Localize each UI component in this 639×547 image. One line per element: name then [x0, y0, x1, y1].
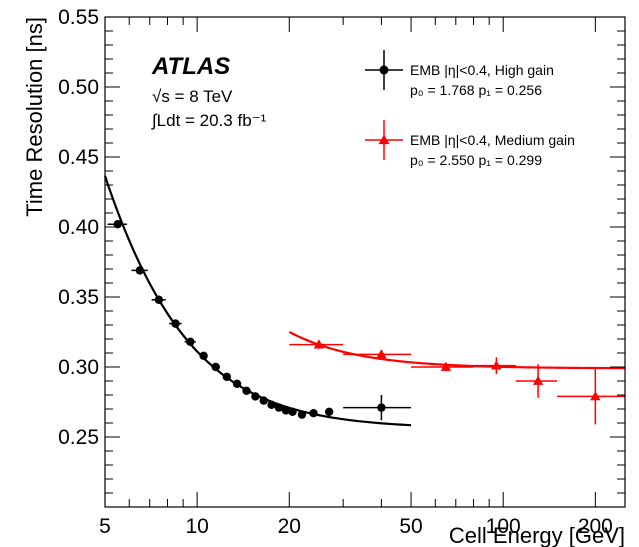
data-point-medium-gain	[557, 368, 625, 425]
legend-marker-symbol	[379, 65, 389, 75]
marker	[211, 362, 220, 372]
data-point-high-gain	[169, 319, 182, 328]
marker	[135, 266, 145, 275]
data-point-high-gain	[131, 266, 148, 275]
data-point-high-gain	[343, 395, 412, 421]
legend-marker-high-gain	[365, 50, 403, 90]
marker	[590, 391, 601, 401]
marker	[313, 339, 325, 349]
data-point-high-gain	[222, 372, 231, 381]
data-point-high-gain	[199, 351, 208, 360]
marker	[274, 403, 284, 412]
data-point-medium-gain	[473, 357, 516, 374]
x-tick-label: 20	[278, 515, 301, 538]
marker	[532, 375, 544, 385]
legend-label-high-gain: EMB |η|<0.4, High gain	[410, 62, 554, 78]
data-point-high-gain	[232, 379, 242, 388]
legend-marker-symbol	[378, 134, 390, 145]
data-point-high-gain	[251, 392, 260, 401]
luminosity-label: ∫Ldt = 20.3 fb⁻¹	[151, 111, 267, 130]
data-point-high-gain	[211, 362, 220, 372]
x-axis-label: Cell Energy [GeV]	[449, 523, 625, 547]
data-point-high-gain	[274, 403, 284, 412]
x-tick-label: 200	[578, 515, 613, 538]
data-point-high-gain	[242, 386, 251, 395]
y-tick-label: 0.45	[58, 146, 99, 169]
legend-marker-medium-gain	[365, 120, 403, 160]
energy-label: √s = 8 TeV	[152, 87, 233, 106]
marker	[251, 392, 260, 401]
marker	[324, 407, 334, 416]
data-point-medium-gain	[289, 339, 344, 349]
marker	[222, 372, 231, 381]
data-point-high-gain	[184, 337, 196, 346]
fit-curve-medium-gain	[288, 330, 626, 370]
legend-params-medium-gain: p₀ = 2.550 p₁ = 0.299	[410, 152, 542, 168]
legend: EMB |η|<0.4, High gain p₀ = 1.768 p₁ = 0…	[365, 50, 575, 168]
data-point-high-gain	[309, 409, 318, 418]
legend-label-medium-gain: EMB |η|<0.4, Medium gain	[410, 132, 575, 148]
data-point-high-gain	[288, 407, 297, 416]
y-axis-label: Time Resolution [ns]	[22, 17, 47, 217]
data-point-high-gain	[267, 400, 276, 409]
axes-layer: 5 10 20 50 100 200 0.25 0.30 0.35 0.40 0.45 0.50 0.5…	[58, 6, 625, 538]
plot-frame	[104, 16, 626, 508]
marker	[186, 337, 195, 346]
data-point-high-gain	[259, 396, 268, 405]
x-tick-label: 5	[99, 515, 111, 538]
y-tick-label: 0.55	[58, 6, 99, 29]
y-tick-label: 0.50	[58, 76, 99, 99]
marker	[288, 407, 297, 416]
marker	[171, 319, 180, 328]
experiment-label: ATLAS	[151, 53, 230, 80]
marker	[267, 400, 276, 409]
marker	[297, 410, 307, 419]
data-point-medium-gain	[411, 361, 474, 372]
y-tick-label: 0.25	[58, 426, 99, 449]
data-point-high-gain	[281, 406, 291, 415]
x-tick-label: 50	[399, 515, 422, 538]
data-point-high-gain	[151, 295, 166, 304]
marker	[440, 361, 452, 371]
marker	[309, 409, 318, 418]
marker	[376, 349, 387, 359]
marker	[242, 386, 251, 395]
x-tick-label: 100	[486, 515, 521, 538]
y-tick-label: 0.40	[58, 216, 99, 239]
data-point-medium-gain	[343, 349, 412, 359]
data-point-high-gain	[324, 407, 334, 416]
y-tick-label: 0.30	[58, 356, 99, 379]
marker	[491, 360, 502, 370]
marker	[232, 379, 242, 388]
marker	[199, 351, 208, 360]
plot-layer	[103, 175, 626, 427]
data-point-high-gain	[297, 410, 307, 419]
marker	[154, 295, 164, 304]
data-point-medium-gain	[515, 364, 558, 398]
marker	[377, 403, 386, 412]
marker	[259, 396, 268, 405]
legend-params-high-gain: p₀ = 1.768 p₁ = 0.256	[410, 82, 542, 98]
x-tick-label: 10	[185, 515, 208, 538]
marker	[281, 406, 291, 415]
y-tick-label: 0.35	[58, 286, 99, 309]
marker	[113, 220, 122, 229]
